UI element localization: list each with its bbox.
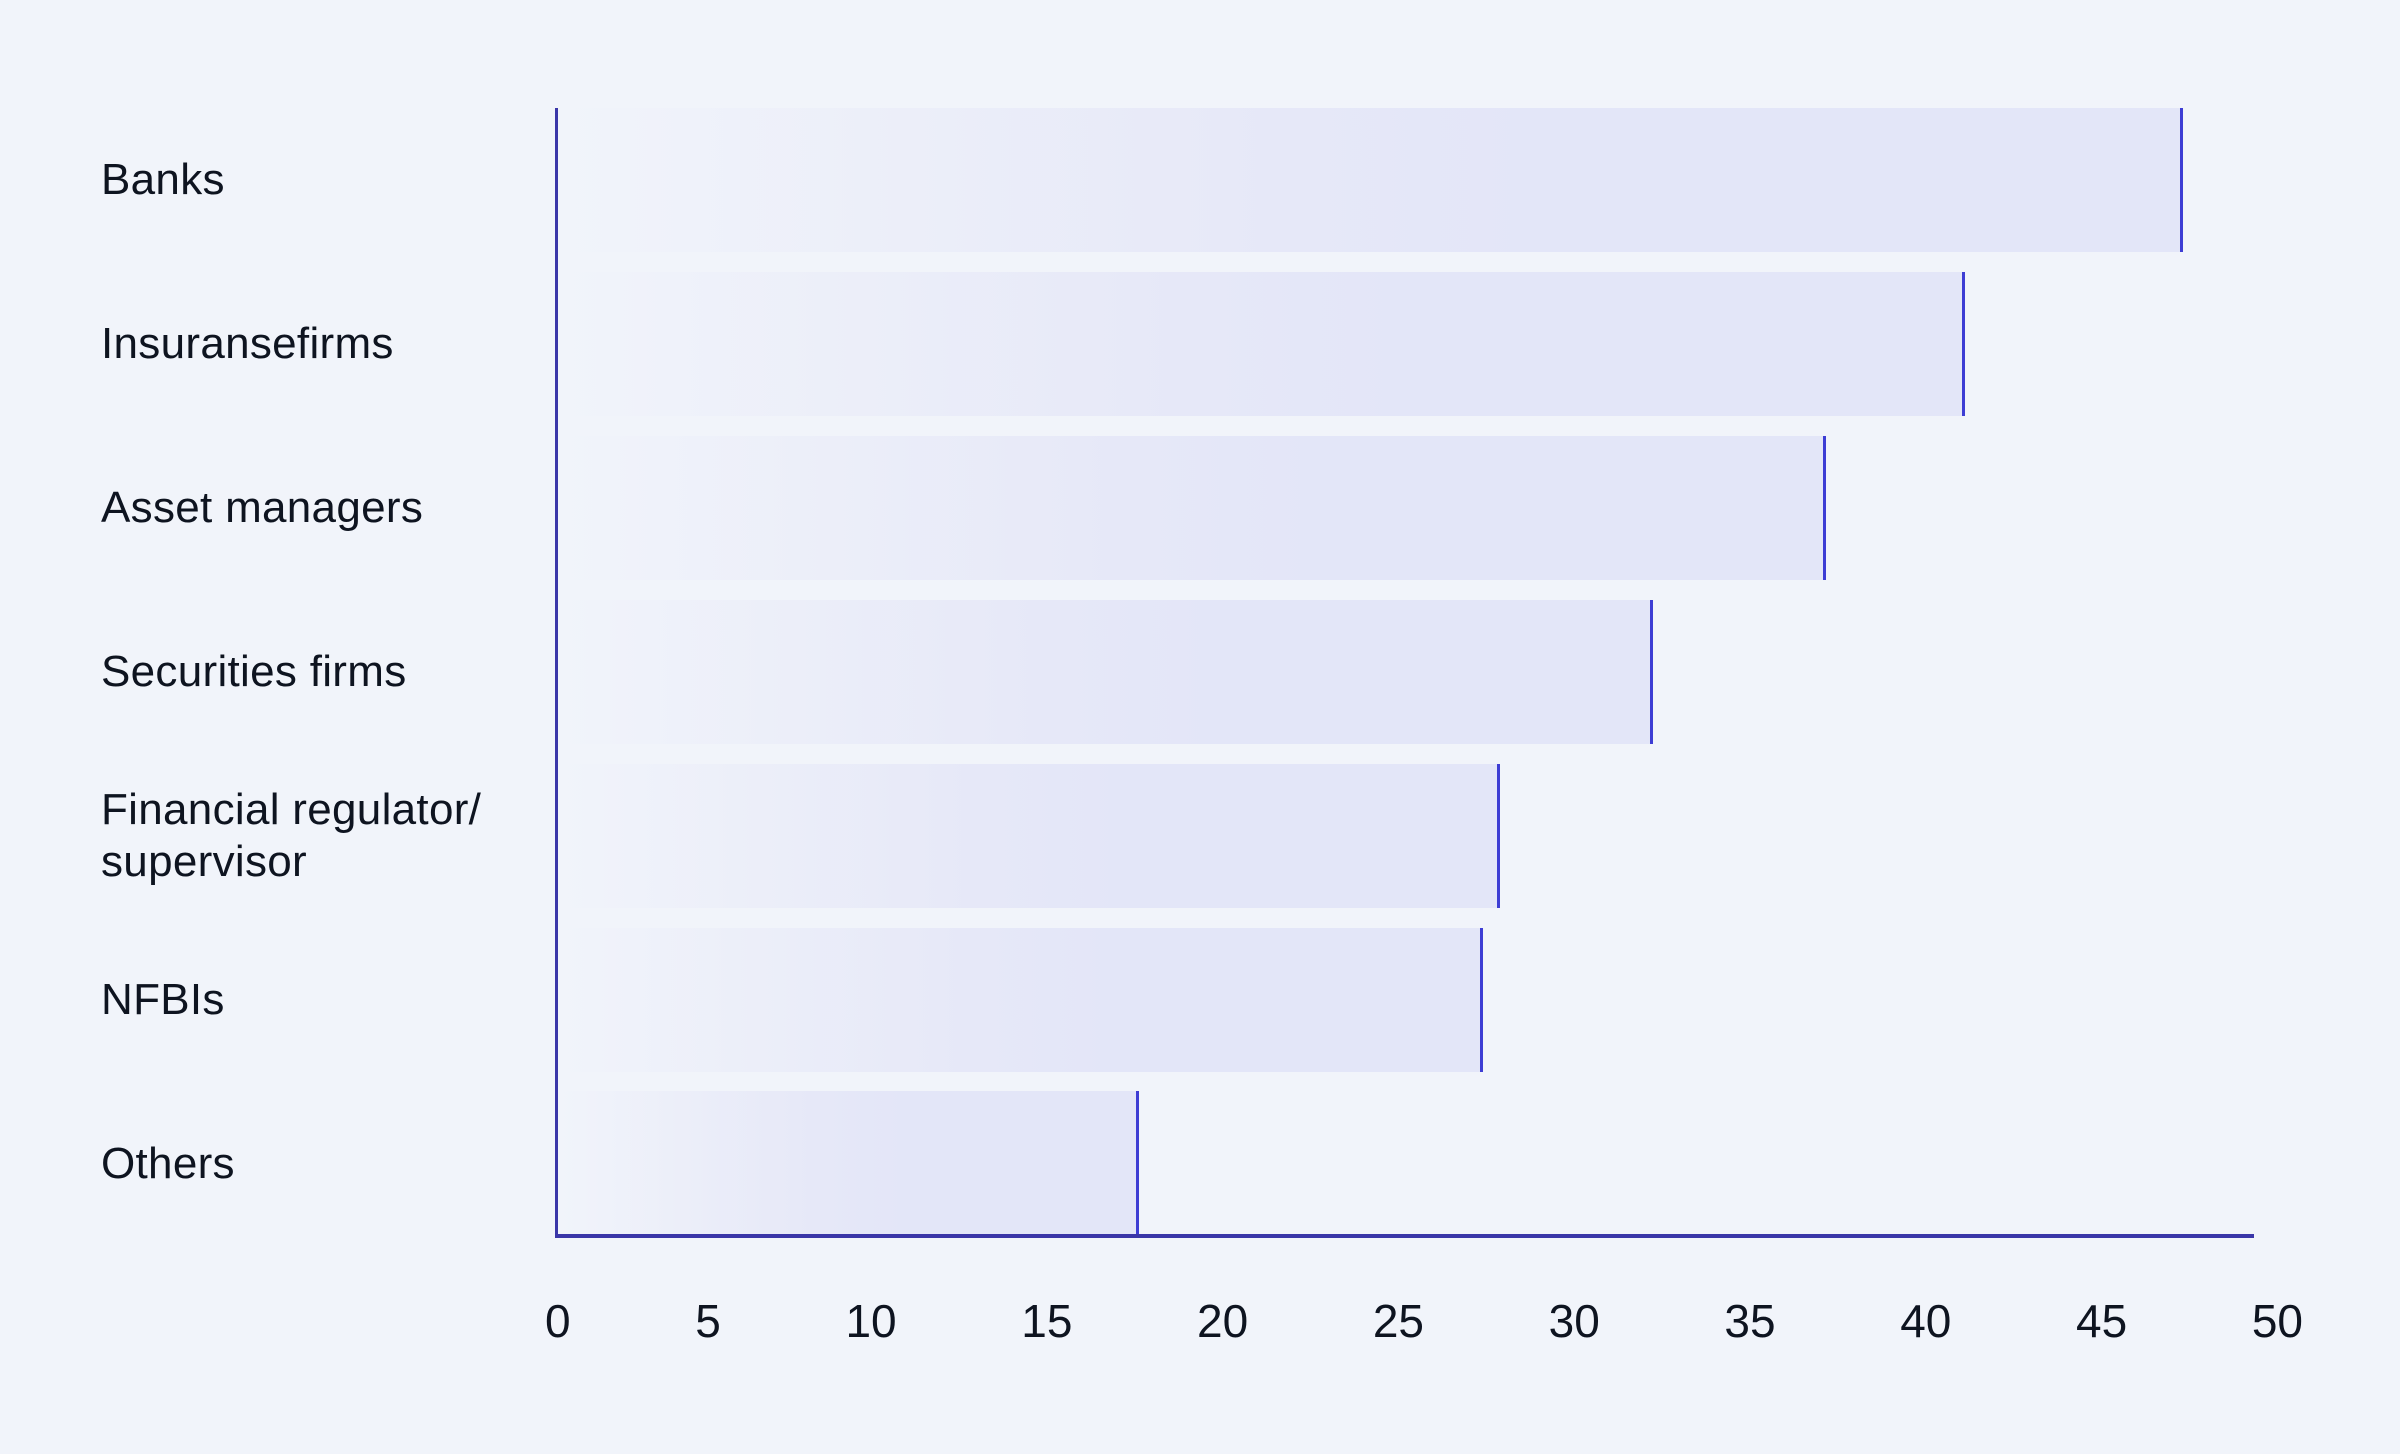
- bar-securities-firms: [558, 600, 1653, 744]
- bar-others: [558, 1091, 1140, 1235]
- category-label-securities-firms: Securities firms: [101, 647, 407, 696]
- x-axis-line: [555, 1234, 2254, 1238]
- plot-area: [555, 108, 2254, 1238]
- x-tick-50: 50: [2251, 1295, 2303, 1347]
- category-label-insurance-firms: Insuransefirms: [101, 319, 394, 368]
- x-tick-35: 35: [1724, 1295, 1776, 1347]
- category-label-others: Others: [101, 1139, 235, 1188]
- category-label-financial-regulator: Financial regulator/ supervisor: [101, 785, 482, 886]
- x-tick-5: 5: [695, 1295, 721, 1347]
- category-label-banks: Banks: [101, 155, 225, 204]
- x-tick-15: 15: [1021, 1295, 1073, 1347]
- bar-financial-regulator: [558, 764, 1500, 908]
- x-tick-20: 20: [1197, 1295, 1249, 1347]
- x-tick-30: 30: [1548, 1295, 1600, 1347]
- x-axis-tick-labels: 0 5 10 15 20 25 30 35 40 45 50: [545, 1293, 2303, 1349]
- x-tick-45: 45: [2076, 1295, 2128, 1347]
- category-label-nfbis: NFBIs: [101, 975, 225, 1024]
- x-tick-10: 10: [845, 1295, 897, 1347]
- bar-asset-managers: [558, 436, 1826, 580]
- bar-insurance-firms: [558, 272, 1966, 416]
- x-tick-40: 40: [1900, 1295, 1952, 1347]
- category-label-asset-managers: Asset managers: [101, 483, 424, 532]
- x-tick-0: 0: [545, 1295, 571, 1347]
- y-axis-line: [555, 108, 558, 1238]
- x-tick-25: 25: [1372, 1295, 1424, 1347]
- bar-banks: [558, 108, 2183, 252]
- bar-nfbis: [558, 928, 1483, 1072]
